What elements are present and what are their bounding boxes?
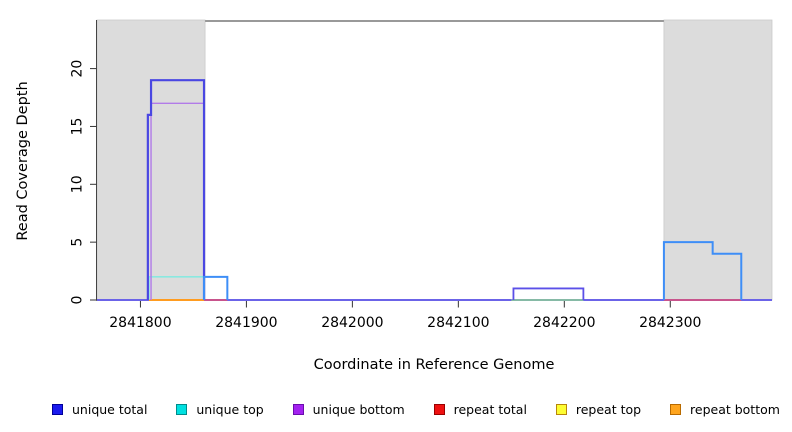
legend-label: repeat top	[575, 401, 642, 417]
x-tick-label: 2842100	[427, 315, 489, 331]
y-tick-label: 0	[70, 296, 86, 305]
legend-label: repeat total	[453, 401, 527, 417]
legend-swatch-icon	[670, 403, 682, 415]
legend-item-unique-top: unique top	[176, 401, 264, 417]
x-tick-label: 2841800	[109, 315, 171, 331]
legend-label: unique top	[196, 401, 264, 417]
y-tick-label: 15	[69, 118, 85, 136]
y-tick-label: 10	[70, 175, 86, 193]
unique-total-step-left	[203, 275, 229, 300]
chart-legend: unique total unique top unique bottom repea…	[0, 397, 792, 421]
legend-label: unique bottom	[312, 401, 405, 417]
legend-item-repeat-bottom: repeat bottom	[670, 402, 780, 417]
legend-item-repeat-total: repeat total	[433, 401, 527, 417]
x-tick-label: 2842300	[639, 315, 701, 331]
legend-item-repeat-top: repeat top	[555, 401, 642, 417]
y-axis-title: Read Coverage Depth	[15, 81, 31, 240]
x-tick-label: 2842000	[321, 315, 383, 331]
y-tick-label: 5	[70, 238, 86, 247]
x-tick-label: 2841900	[215, 315, 277, 331]
x-tick-label: 2842200	[533, 315, 595, 331]
legend-swatch-icon	[555, 403, 567, 415]
unique-total-step-right	[662, 241, 743, 300]
unique-total-peak	[146, 79, 206, 300]
legend-swatch-icon	[433, 403, 445, 415]
legend-item-unique-bottom: unique bottom	[292, 401, 405, 417]
repeat-region-shade	[663, 19, 773, 301]
legend-item-unique-total: unique total	[52, 402, 147, 417]
unique-mid-box	[512, 287, 585, 300]
y-tick-label: 20	[70, 60, 86, 78]
legend-label: repeat bottom	[690, 401, 780, 417]
legend-swatch-icon	[292, 403, 304, 415]
legend-swatch-icon	[52, 403, 63, 415]
x-axis-title: Coordinate in Reference Genome	[314, 357, 555, 373]
legend-swatch-icon	[176, 403, 188, 415]
legend-label: unique total	[72, 401, 148, 417]
